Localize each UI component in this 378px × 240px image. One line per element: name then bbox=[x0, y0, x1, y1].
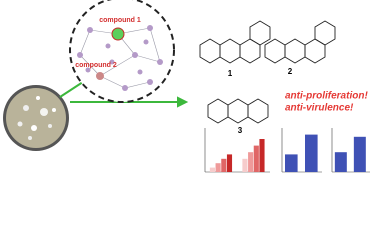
graphical-abstract: compound 1 compound 2 1 2 3 anti-prolife… bbox=[3, 0, 370, 173]
structure-label: 3 bbox=[238, 126, 243, 135]
bar bbox=[285, 154, 298, 172]
bar bbox=[334, 152, 347, 172]
bar bbox=[242, 158, 248, 172]
bar bbox=[221, 158, 227, 172]
bar bbox=[248, 152, 254, 172]
bar bbox=[259, 139, 265, 172]
structures: 1 2 3 bbox=[199, 20, 336, 135]
bar bbox=[226, 154, 233, 172]
petri-dish bbox=[3, 85, 69, 151]
bar bbox=[209, 167, 215, 172]
network-label: compound 2 bbox=[75, 62, 117, 69]
structure-label: 1 bbox=[228, 69, 233, 78]
structure-label: 2 bbox=[288, 67, 293, 76]
claim: anti-proliferation! bbox=[285, 91, 368, 102]
bar bbox=[305, 134, 318, 172]
charts bbox=[204, 128, 370, 173]
network-label: compound 1 bbox=[99, 17, 141, 24]
bar bbox=[253, 145, 259, 172]
claim: anti-virulence! bbox=[285, 103, 354, 114]
bar bbox=[215, 163, 221, 172]
network: compound 1 compound 2 bbox=[69, 0, 175, 103]
bar bbox=[353, 136, 366, 172]
